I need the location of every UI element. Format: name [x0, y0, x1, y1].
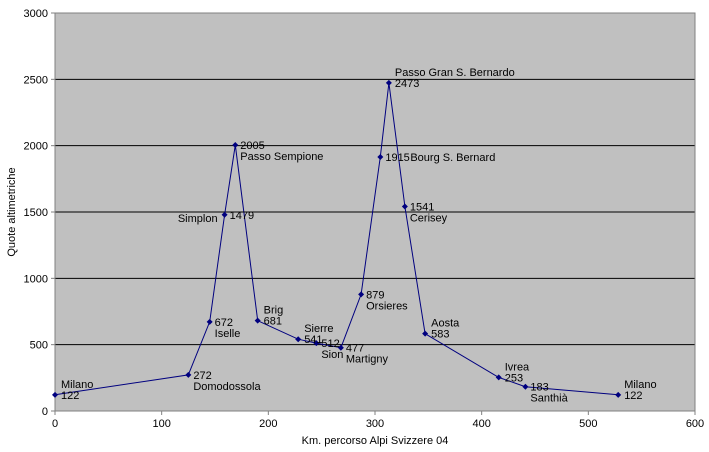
x-tick-label: 300: [366, 418, 384, 430]
data-label: 122: [624, 390, 642, 402]
point-name-label: Simplon: [178, 213, 218, 225]
data-point: [422, 330, 429, 337]
point-name-label: Aosta: [431, 318, 460, 330]
data-label: 183: [530, 382, 548, 394]
point-name-label: Santhià: [530, 393, 568, 405]
point-name-label: Martigny: [346, 354, 389, 366]
point-name-label: Passo Sempione: [240, 151, 323, 163]
data-point: [254, 317, 261, 324]
data-label: 512: [321, 338, 339, 350]
data-point: [185, 371, 192, 378]
point-name-label: Iselle: [215, 328, 241, 340]
data-label: 541: [304, 334, 322, 346]
x-axis-title: Km. percorso Alpi Svizzere 04: [302, 435, 449, 447]
y-tick-label: 1000: [24, 273, 48, 285]
point-name-label: Orsieres: [366, 300, 408, 312]
data-point: [337, 344, 344, 351]
data-label: 2005: [240, 140, 264, 152]
point-name-label: Ivrea: [505, 361, 530, 373]
series-line: [52, 79, 622, 398]
y-tick-label: 3000: [24, 8, 48, 20]
data-point: [52, 391, 58, 398]
data-point: [385, 79, 392, 86]
y-tick-label: 500: [30, 340, 48, 352]
x-tick-label: 600: [686, 418, 704, 430]
plot-border: [54, 12, 696, 412]
data-label: 1915: [385, 152, 409, 164]
data-point: [358, 291, 365, 298]
data-point: [615, 391, 622, 398]
y-tick-label: 1500: [24, 207, 48, 219]
data-point: [206, 318, 213, 325]
x-tick-label: 100: [152, 418, 170, 430]
point-name-label: Brig: [264, 305, 284, 317]
data-label: 477: [346, 343, 364, 355]
x-tick-label: 500: [579, 418, 597, 430]
axes: 0 500 1000 1500 2000 2500 3000 0 100 200 300 400 500…: [24, 8, 705, 430]
y-axis-title: Quote altimetriche: [6, 167, 18, 256]
data-label: 1541: [410, 202, 434, 214]
point-name-label: Sierre: [304, 323, 333, 335]
y-tick-label: 0: [42, 406, 48, 418]
data-label: 2473: [395, 78, 419, 90]
data-point: [313, 340, 320, 347]
data-point: [232, 142, 239, 149]
data-point: [401, 203, 408, 210]
data-label: 253: [505, 372, 523, 384]
x-tick-label: 0: [52, 418, 58, 430]
point-name-label: Domodossola: [193, 381, 261, 393]
data-label: 122: [61, 390, 79, 402]
data-point: [377, 153, 384, 160]
point-name-label: Bourg S. Bernard: [410, 152, 495, 164]
point-name-label: Passo Gran S. Bernardo: [395, 67, 515, 79]
y-tick-label: 2000: [24, 141, 48, 153]
data-label: 681: [264, 316, 282, 328]
data-point: [495, 374, 502, 381]
x-tick-label: 400: [472, 418, 490, 430]
data-label: 1479: [230, 210, 254, 222]
y-tick-label: 2500: [24, 74, 48, 86]
data-point: [295, 336, 302, 343]
data-point: [221, 211, 228, 218]
data-point: [522, 383, 529, 390]
data-label: 272: [193, 370, 211, 382]
data-label: 583: [431, 329, 449, 341]
x-tick-label: 200: [259, 418, 277, 430]
point-name-label: Milano: [624, 379, 656, 391]
point-name-label: Sion: [321, 349, 343, 361]
point-name-label: Cerisey: [410, 213, 448, 225]
data-label: 879: [366, 289, 384, 301]
data-label: 672: [215, 317, 233, 329]
point-name-label: Milano: [61, 379, 93, 391]
